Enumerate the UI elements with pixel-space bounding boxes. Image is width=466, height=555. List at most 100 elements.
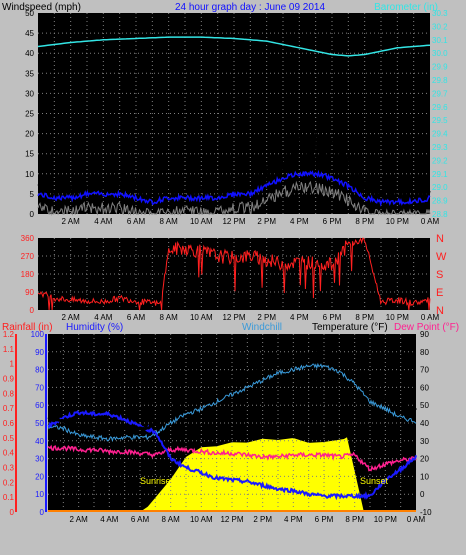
temperature-x-tick: 10 AM <box>190 515 213 524</box>
windspeed-y-tick: 45 <box>25 29 34 38</box>
direction-series <box>37 237 431 311</box>
temperature-x-tick: 12 PM <box>220 515 243 524</box>
temperature-y-tick: -10 <box>420 508 432 517</box>
sunset-label: Sunset <box>360 476 389 486</box>
barometer-y-tick: 29.3 <box>432 143 448 152</box>
windspeed-x-tick: 10 AM <box>190 217 213 226</box>
temperature-x-tick: 0 AM <box>407 515 426 524</box>
direction-x-tick: 10 AM <box>190 313 213 322</box>
rainfall-y-tick: 1.2 <box>3 330 15 339</box>
direction-y-tick: 360 <box>21 234 35 243</box>
barometer-y-tick: 30.2 <box>432 22 448 31</box>
rainfall-y-tick: 0 <box>10 508 15 517</box>
compass-label: S <box>436 269 443 281</box>
barometer-y-tick: 29.6 <box>432 103 448 112</box>
windspeed-x-tick: 10 PM <box>386 217 409 226</box>
windspeed-x-tick: 2 PM <box>257 217 276 226</box>
direction-y-tick: 90 <box>25 288 34 297</box>
temperature-y-tick: 50 <box>420 401 429 410</box>
windspeed-y-tick: 25 <box>25 110 34 119</box>
temperature-y-tick: 80 <box>420 348 429 357</box>
windspeed-x-tick: 0 AM <box>421 217 440 226</box>
temperature-y-tick: 10 <box>420 472 429 481</box>
barometer-y-tick: 29.0 <box>432 183 448 192</box>
windspeed-x-tick: 8 AM <box>160 217 179 226</box>
humidity-y-tick: 0 <box>40 508 45 517</box>
rainfall-y-tick: 0.1 <box>3 493 15 502</box>
solar-radiation-fill <box>140 437 367 512</box>
dewpoint-line <box>47 444 417 472</box>
direction-x-tick: 6 AM <box>127 313 146 322</box>
barometer-y-tick: 28.9 <box>432 197 448 206</box>
temperature-x-tick: 6 PM <box>315 515 334 524</box>
barometer-y-tick: 29.5 <box>432 116 448 125</box>
windchill-line <box>47 362 417 443</box>
humidity-axis-title: Humidity (%) <box>66 322 123 333</box>
compass-label: N <box>436 233 444 245</box>
barometer-y-tick: 30.0 <box>432 49 448 58</box>
rainfall-axis-title: Rainfall (in) <box>2 322 53 333</box>
windspeed-x-tick: 4 AM <box>94 217 113 226</box>
temperature-y-tick: 60 <box>420 383 429 392</box>
rainfall-y-tick: 0.3 <box>3 464 15 473</box>
temperature-y-tick: 70 <box>420 366 429 375</box>
barometer-y-tick: 28.8 <box>432 210 448 219</box>
humidity-y-tick: 40 <box>35 437 44 446</box>
rainfall-y-tick: 0.4 <box>3 449 15 458</box>
temperature-x-tick: 2 PM <box>253 515 272 524</box>
temperature-x-tick: 8 PM <box>345 515 364 524</box>
windspeed-x-tick: 12 PM <box>222 217 245 226</box>
windspeed-line <box>37 130 431 203</box>
windspeed-y-tick: 30 <box>25 89 34 98</box>
temperature-axes: 0 0.1 0.2 0.3 0.4 0.5 0.6 0.7 0.8 0.9 1 1.1 1.2 0 10 20… <box>3 330 432 524</box>
temperature-y-tick: 40 <box>420 419 429 428</box>
temperature-x-tick: 8 AM <box>162 515 181 524</box>
windspeed-y-tick: 5 <box>30 190 35 199</box>
rainfall-y-tick: 0.7 <box>3 404 15 413</box>
windspeed-axis-title: Windspeed (mph) <box>2 2 81 13</box>
direction-y-tick: 270 <box>21 252 35 261</box>
windspeed-x-tick: 8 PM <box>355 217 374 226</box>
windspeed-y-tick: 40 <box>25 49 34 58</box>
rainfall-y-tick: 0.5 <box>3 434 15 443</box>
barometer-y-tick: 29.4 <box>432 130 448 139</box>
graph-title: 24 hour graph day : June 09 2014 <box>175 2 326 13</box>
humidity-y-tick: 10 <box>35 490 44 499</box>
direction-y-tick: 180 <box>21 270 35 279</box>
windspeed-x-tick: 6 AM <box>127 217 146 226</box>
temperature-line <box>47 350 417 431</box>
windchill-legend: Windchill <box>242 322 282 333</box>
rainfall-y-tick: 0.6 <box>3 419 15 428</box>
barometer-y-tick: 29.8 <box>432 76 448 85</box>
direction-x-tick: 2 PM <box>257 313 276 322</box>
direction-x-tick: 4 AM <box>94 313 113 322</box>
windspeed-y-tick: 0 <box>30 210 35 219</box>
humidity-y-tick: 70 <box>35 383 44 392</box>
temperature-series <box>47 350 417 512</box>
rainfall-y-tick: 0.2 <box>3 478 15 487</box>
rainfall-y-tick: 1.1 <box>3 345 15 354</box>
compass-label: E <box>436 287 443 299</box>
direction-x-tick: 8 PM <box>355 313 374 322</box>
rainfall-y-tick: 1 <box>10 360 15 369</box>
windspeed-axes: 0 5 10 15 20 25 30 35 40 45 50 28.8 28.9 29.0 29.1 29.2… <box>25 9 448 226</box>
windspeed-y-tick: 15 <box>25 150 34 159</box>
barometer-y-tick: 29.2 <box>432 156 448 165</box>
windspeed-y-tick: 50 <box>25 9 34 18</box>
temperature-x-tick: 4 AM <box>100 515 119 524</box>
direction-x-tick: 12 PM <box>222 313 245 322</box>
temperature-x-tick: 10 PM <box>374 515 397 524</box>
solar-radiation-area <box>140 437 367 512</box>
direction-x-tick: 2 AM <box>62 313 81 322</box>
windspeed-x-tick: 6 PM <box>323 217 342 226</box>
rainfall-y-tick: 0.8 <box>3 389 15 398</box>
barometer-y-tick: 30.1 <box>432 36 448 45</box>
barometer-y-tick: 29.7 <box>432 89 448 98</box>
humidity-y-tick: 100 <box>31 330 45 339</box>
humidity-y-tick: 90 <box>35 348 44 357</box>
humidity-y-tick: 30 <box>35 455 44 464</box>
windspeed-x-tick: 4 PM <box>290 217 309 226</box>
direction-x-tick: 4 PM <box>290 313 309 322</box>
